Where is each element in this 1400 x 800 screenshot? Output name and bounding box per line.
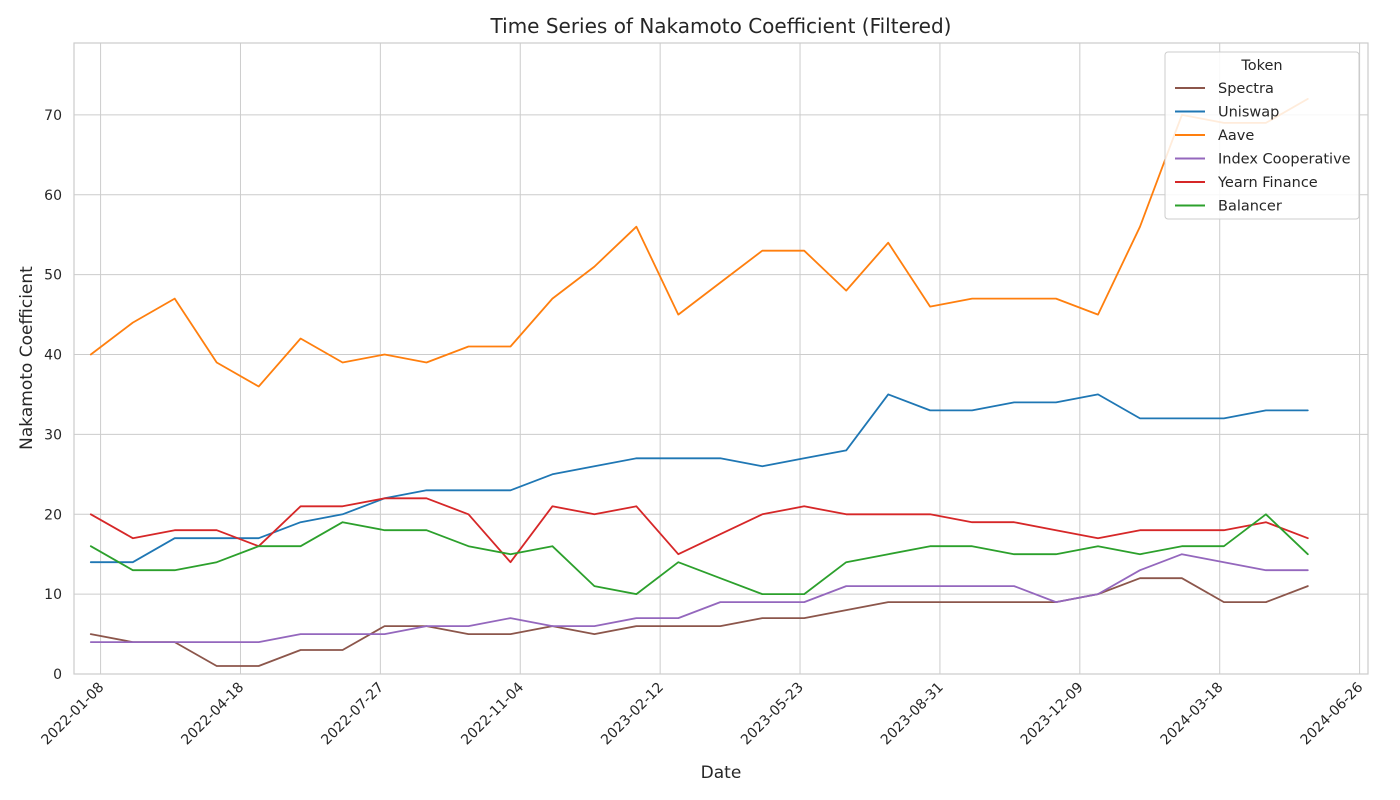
legend-item: Aave <box>1175 128 1254 144</box>
legend-label: Aave <box>1218 128 1254 144</box>
y-tick-label: 40 <box>44 348 62 364</box>
legend-label: Uniswap <box>1218 105 1279 121</box>
y-axis-label: Nakamoto Coefficient <box>17 266 37 450</box>
series-line-uniswap <box>89 393 1309 564</box>
y-tick-label: 70 <box>44 108 62 124</box>
legend-label: Index Cooperative <box>1218 152 1351 168</box>
y-tick-label: 20 <box>44 507 62 523</box>
series-line-spectra <box>89 577 1309 667</box>
legend-item: Balancer <box>1175 199 1282 215</box>
series-line-aave <box>89 98 1309 388</box>
x-axis-label: Date <box>701 763 742 783</box>
y-tick-label: 50 <box>44 268 62 284</box>
series-line-yearn-finance <box>89 497 1309 564</box>
series-line-index-cooperative <box>89 553 1309 643</box>
legend-label: Yearn Finance <box>1217 175 1318 191</box>
legend: Token Spectra Uniswap Aave Index Cooperativ… <box>1164 51 1360 220</box>
legend-item: Uniswap <box>1175 105 1279 121</box>
y-tick-label: 60 <box>44 188 62 204</box>
legend-label: Balancer <box>1218 199 1282 215</box>
plot-frame <box>73 42 1369 675</box>
legend-item: Spectra <box>1175 81 1274 97</box>
y-tick-label: 0 <box>53 667 62 683</box>
chart-title: Time Series of Nakamoto Coefficient (Fil… <box>490 14 952 38</box>
y-axis-ticks: 0 10 20 30 40 50 60 70 <box>44 108 62 683</box>
legend-label: Spectra <box>1218 81 1274 97</box>
legend-box <box>1164 51 1360 220</box>
series-line-balancer <box>89 513 1309 595</box>
grid-lines <box>74 43 1368 675</box>
legend-title: Token <box>1240 58 1282 74</box>
legend-items: Spectra Uniswap Aave Index Cooperative Yearn… <box>1175 81 1351 215</box>
series-lines <box>89 98 1309 667</box>
legend-item: Index Cooperative <box>1175 152 1351 168</box>
y-tick-label: 30 <box>44 427 62 443</box>
legend-item: Yearn Finance <box>1175 175 1318 191</box>
y-tick-label: 10 <box>44 587 62 603</box>
